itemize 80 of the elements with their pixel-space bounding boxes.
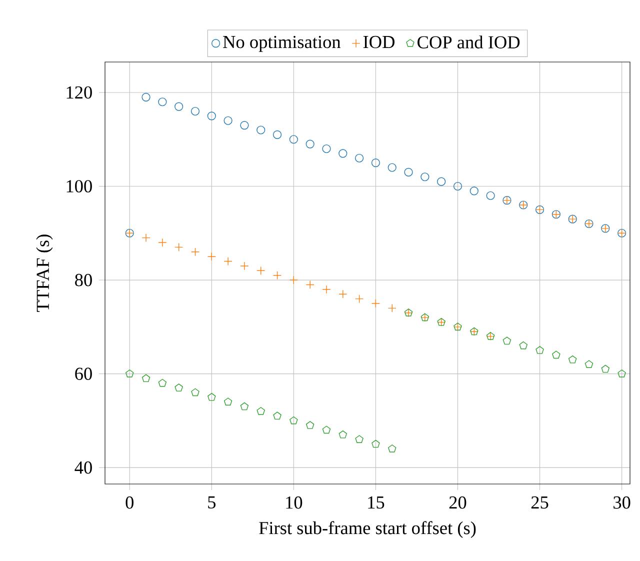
point <box>519 341 528 350</box>
legend-label: No optimisation <box>223 36 341 52</box>
y-axis-title: TTFAF (s) <box>36 234 53 312</box>
point <box>502 336 512 345</box>
point <box>158 378 167 387</box>
point <box>618 370 626 378</box>
y-tick-label: 120 <box>66 86 92 99</box>
x-tick-label: 5 <box>208 496 216 509</box>
point <box>224 398 232 406</box>
point <box>126 370 134 378</box>
point <box>306 421 314 429</box>
point <box>174 384 183 392</box>
point <box>420 172 430 182</box>
legend-label: IOD <box>363 36 394 48</box>
point <box>224 256 232 266</box>
point <box>190 106 200 116</box>
point <box>272 271 282 280</box>
y-tick-label: 60 <box>75 368 92 380</box>
point <box>289 276 298 284</box>
point <box>256 266 266 275</box>
point <box>404 168 413 176</box>
point <box>191 388 200 396</box>
point <box>470 186 478 196</box>
point <box>290 416 298 424</box>
point <box>388 444 396 452</box>
x-tick-label: 25 <box>531 496 548 509</box>
legend-label: COP and IOD <box>418 36 520 48</box>
point <box>371 158 380 168</box>
point <box>338 290 348 298</box>
point <box>158 98 167 106</box>
point <box>388 163 396 172</box>
point <box>372 440 380 448</box>
point <box>437 177 446 186</box>
point <box>190 248 200 256</box>
point <box>584 360 594 368</box>
point <box>240 402 249 410</box>
point <box>388 304 396 312</box>
point <box>240 121 249 130</box>
x-tick-label: 15 <box>368 496 384 509</box>
point <box>240 262 249 270</box>
point <box>142 92 150 102</box>
point <box>289 135 298 144</box>
point <box>355 294 364 304</box>
point <box>306 280 314 290</box>
point <box>371 299 380 308</box>
x-tick-label: 0 <box>126 496 134 509</box>
x-tick-label: 10 <box>286 496 302 509</box>
point <box>224 116 232 125</box>
point <box>568 355 577 364</box>
point <box>174 242 184 252</box>
y-tick-label: 100 <box>66 180 92 192</box>
point <box>142 234 150 242</box>
x-axis-title: First sub-frame start offset (s) <box>259 521 476 538</box>
point <box>355 154 364 162</box>
point <box>142 374 150 382</box>
point <box>355 435 364 443</box>
x-tick-label: 20 <box>449 496 466 509</box>
point <box>322 285 331 294</box>
point <box>208 392 216 401</box>
y-tick-label: 80 <box>75 274 92 286</box>
point <box>272 130 282 139</box>
point <box>552 350 560 359</box>
point <box>207 252 216 261</box>
point <box>338 430 347 438</box>
x-tick-label: 30 <box>614 496 630 509</box>
point <box>486 191 495 200</box>
point <box>174 102 184 111</box>
point <box>536 346 544 354</box>
point <box>453 182 462 191</box>
point <box>601 364 610 373</box>
point <box>207 112 216 120</box>
point <box>322 426 331 434</box>
point <box>273 412 282 420</box>
y-tick-label: 40 <box>74 461 92 474</box>
point <box>306 140 314 148</box>
point <box>158 238 167 247</box>
point <box>256 407 265 415</box>
point <box>256 126 266 134</box>
point <box>338 149 348 158</box>
point <box>322 144 331 154</box>
